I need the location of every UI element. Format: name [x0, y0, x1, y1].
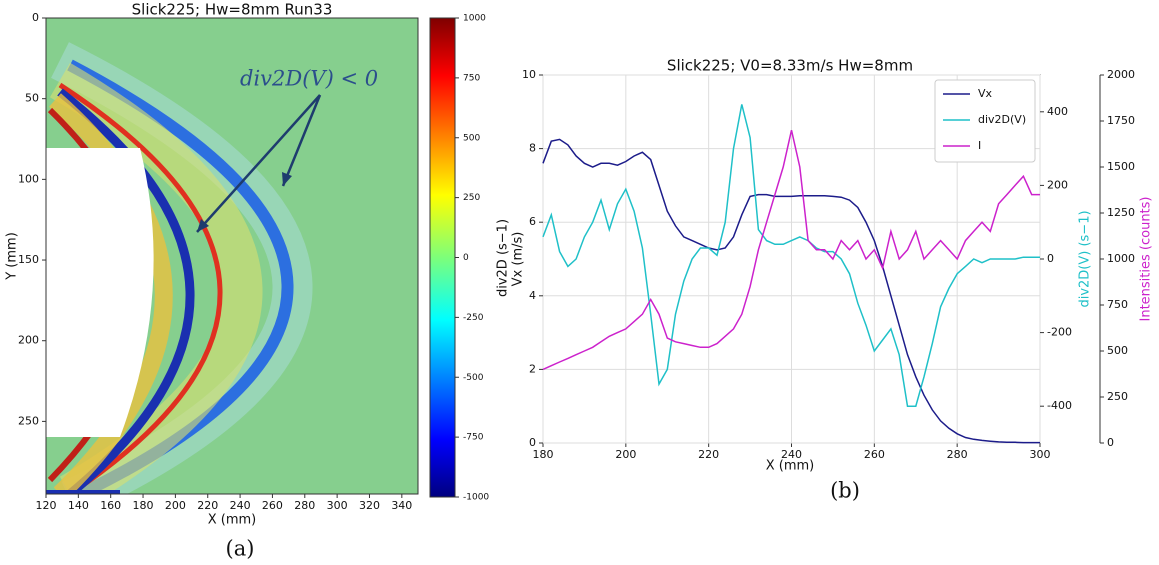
legend: [934, 79, 1036, 163]
colorbar-tick-label: 250: [463, 193, 480, 203]
x-axis-label: X (mm): [766, 459, 815, 474]
y-tick-label: 4: [529, 289, 536, 302]
y3-tick-label: 250: [1107, 390, 1128, 403]
x-tick-label: 180: [133, 499, 154, 512]
colorbar-label: div2D (s−1): [496, 219, 511, 297]
x-tick-label: 160: [100, 499, 121, 512]
y3-tick-label: 1000: [1107, 252, 1135, 265]
x-tick-label: 240: [230, 499, 251, 512]
heatmap-frame: [45, 17, 419, 495]
y-tick-label: 200: [18, 334, 39, 347]
y-tick-label: 8: [529, 142, 536, 155]
colorbar-tick-label: 750: [463, 73, 480, 83]
arrow-head: [282, 172, 292, 186]
y-tick-label: 10: [522, 68, 536, 81]
colorbar-tick-label: 1000: [463, 14, 486, 24]
annotation-arrow: [196, 94, 321, 233]
legend-label: div2D(V): [978, 113, 1026, 126]
y3-axis-label: Intensities (counts): [1139, 197, 1154, 322]
y-tick-label: 50: [25, 92, 39, 105]
x-tick-label: 280: [294, 499, 315, 512]
colorbar-tick-label: -750: [463, 433, 484, 443]
x-tick-label: 180: [533, 448, 554, 461]
y2-axis-label: div2D(V) (s−1): [1078, 210, 1093, 307]
x-tick-label: 300: [327, 499, 348, 512]
y2-tick-label: -400: [1047, 399, 1072, 412]
y-tick-label: 2: [529, 362, 536, 375]
chart-title: Slick225; Hw=8mm Run33: [132, 1, 333, 19]
legend-label: Vx: [978, 87, 993, 100]
colorbar-tick-label: 500: [463, 133, 480, 143]
series-line: [542, 138, 1040, 444]
x-tick-label: 280: [947, 448, 968, 461]
arrow-head: [197, 219, 209, 232]
x-tick-label: 120: [36, 499, 57, 512]
colorbar-tick-label: -1000: [463, 493, 489, 503]
y-tick-label: 0: [32, 11, 39, 24]
y-tick-label: 6: [529, 215, 536, 228]
y3-tick-label: 0: [1107, 436, 1114, 449]
caption: (a): [226, 537, 255, 561]
x-tick-label: 300: [1030, 448, 1051, 461]
y3-tick-label: 1750: [1107, 114, 1135, 127]
x-tick-label: 260: [864, 448, 885, 461]
y-tick-label: 250: [18, 414, 39, 427]
series-line: [542, 104, 1040, 407]
series-line: [542, 130, 1040, 371]
y2-tick-label: 200: [1047, 178, 1068, 191]
x-axis-label: X (mm): [208, 513, 257, 528]
x-tick-label: 200: [615, 448, 636, 461]
y3-tick-label: 500: [1107, 344, 1128, 357]
x-tick-label: 260: [262, 499, 283, 512]
annotation: div2D(V) < 0: [240, 67, 378, 91]
x-tick-label: 220: [197, 499, 218, 512]
y-tick-label: 0: [529, 436, 536, 449]
x-tick-label: 200: [165, 499, 186, 512]
colorbar: [429, 17, 456, 498]
y2-tick-label: -200: [1047, 326, 1072, 339]
y-axis-label: Y (mm): [5, 232, 20, 281]
x-tick-label: 240: [781, 448, 802, 461]
chart-title: Slick225; V0=8.33m/s Hw=8mm: [667, 57, 913, 75]
y2-tick-label: 400: [1047, 105, 1068, 118]
y-tick-label: 150: [18, 253, 39, 266]
y-tick-label: 100: [18, 172, 39, 185]
x-tick-label: 220: [698, 448, 719, 461]
y3-tick-label: 1500: [1107, 160, 1135, 173]
colorbar-tick-label: 0: [463, 253, 469, 263]
annotation-arrow: [281, 94, 322, 187]
colorbar-tick-label: -250: [463, 313, 484, 323]
y3-tick-label: 750: [1107, 298, 1128, 311]
legend-label: I: [978, 139, 981, 152]
heatmap-field: [46, 18, 418, 494]
x-tick-label: 320: [359, 499, 380, 512]
y3-tick-label: 1250: [1107, 206, 1135, 219]
y3-tick-label: 2000: [1107, 68, 1135, 81]
y2-tick-label: 0: [1047, 252, 1054, 265]
colorbar-tick-label: -500: [463, 373, 484, 383]
x-tick-label: 340: [391, 499, 412, 512]
y-axis-label: Vx (m/s): [511, 232, 526, 287]
caption: (b): [830, 479, 860, 503]
x-tick-label: 140: [68, 499, 89, 512]
